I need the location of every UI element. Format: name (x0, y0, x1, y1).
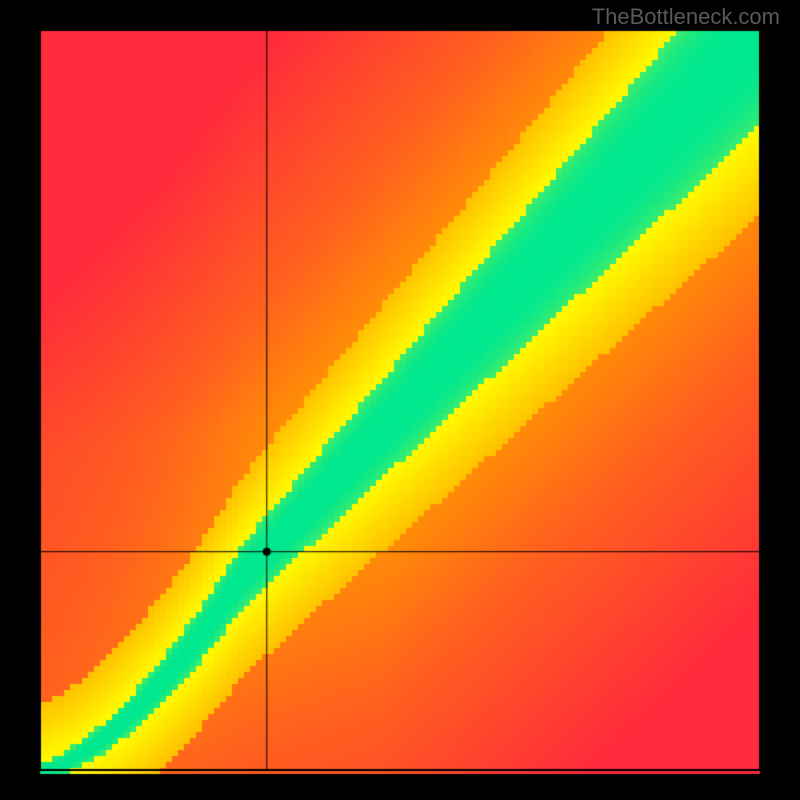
watermark-text: TheBottleneck.com (592, 4, 780, 30)
chart-container: TheBottleneck.com (0, 0, 800, 800)
heatmap-canvas (0, 0, 800, 800)
